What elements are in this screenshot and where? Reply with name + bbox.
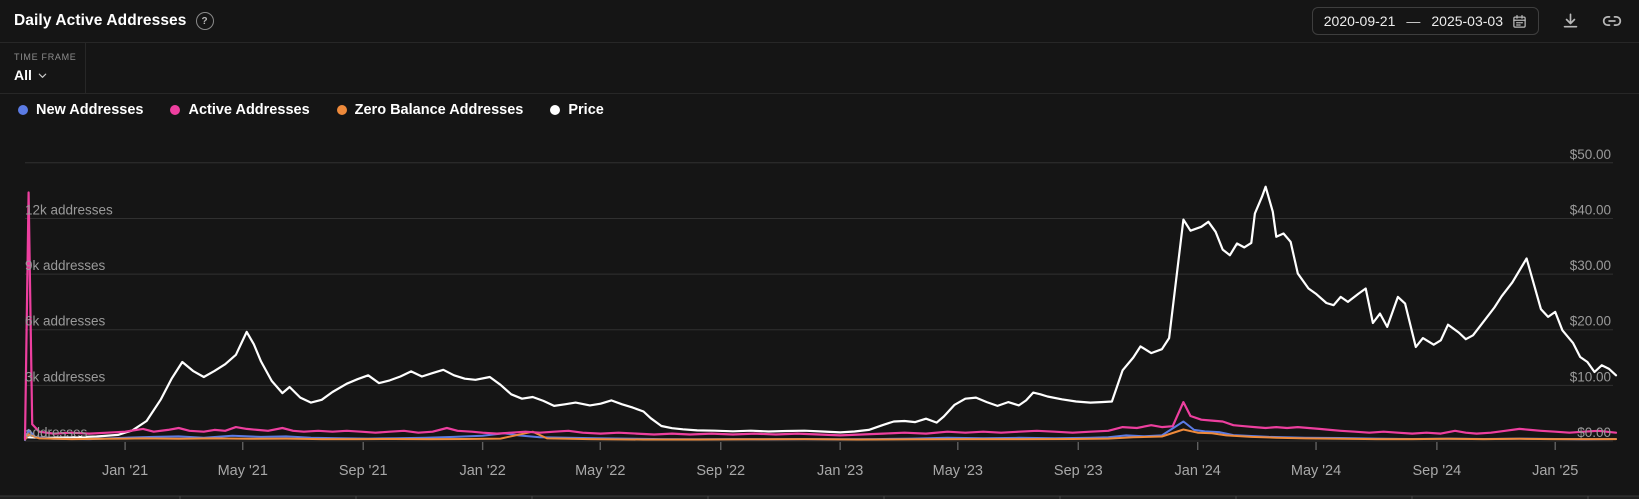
- legend-color-dot: [336, 104, 347, 115]
- x-axis-label: Sep '24: [1413, 463, 1462, 479]
- x-axis-label: Sep '21: [339, 463, 388, 479]
- left-axis-label: 3k addresses: [25, 369, 106, 384]
- legend-label: Zero Balance Addresses: [354, 101, 524, 118]
- link-icon[interactable]: [1601, 10, 1623, 32]
- legend-color-dot: [550, 104, 561, 115]
- legend-color-dot: [170, 104, 181, 115]
- time-frame-value: All: [14, 67, 32, 83]
- legend-item-zero-balance-addresses[interactable]: Zero Balance Addresses: [336, 101, 524, 118]
- legend-item-new-addresses[interactable]: New Addresses: [18, 102, 143, 118]
- legend-item-active-addresses[interactable]: Active Addresses: [170, 101, 310, 118]
- time-frame-label: TIME FRAME: [14, 52, 77, 62]
- legend-label: Active Addresses: [188, 101, 310, 118]
- right-axis-label: $10.00: [1570, 369, 1611, 384]
- legend-label: New Addresses: [36, 101, 144, 118]
- header: Daily Active Addresses ? 2020-09-21 — 20…: [0, 0, 1639, 43]
- x-axis-label: May '22: [575, 463, 625, 479]
- chart-legend: New Addresses Active Addresses Zero Balanc…: [0, 93, 1639, 126]
- date-range-start: 2020-09-21: [1323, 13, 1396, 29]
- x-axis-label: May '24: [1291, 463, 1341, 479]
- time-frame-select[interactable]: TIME FRAME All: [0, 43, 86, 93]
- legend-color-dot: [18, 104, 28, 115]
- right-axis-label: $50.00: [1570, 147, 1611, 162]
- left-axis-label: 6k addresses: [25, 314, 106, 329]
- chevron-down-icon: [37, 70, 48, 81]
- date-range-end: 2025-03-03: [1431, 13, 1503, 29]
- brush-strip[interactable]: [0, 496, 1639, 499]
- left-axis-label: 9k addresses: [25, 258, 106, 273]
- right-axis-label: $0.00: [1577, 425, 1611, 440]
- x-axis-label: Jan '24: [1175, 463, 1221, 479]
- active-addresses-line: [23, 191, 1618, 441]
- right-axis-label: $30.00: [1570, 258, 1611, 273]
- help-icon[interactable]: ?: [195, 12, 214, 30]
- header-controls: 2020-09-21 — 2025-03-03: [1311, 7, 1623, 35]
- zero-balance-addresses-line: [24, 428, 1617, 441]
- calendar-icon: [1512, 14, 1527, 29]
- x-axis-label: Sep '22: [696, 463, 745, 479]
- x-axis-label: May '23: [933, 463, 983, 479]
- download-button[interactable]: [1559, 10, 1581, 32]
- x-axis-label: Jan '25: [1532, 463, 1578, 479]
- x-axis-label: Jan '22: [459, 463, 505, 479]
- left-axis-label: 12k addresses: [25, 202, 113, 217]
- left-axis-label: addresses: [25, 425, 88, 440]
- page-title: Daily Active Addresses: [14, 12, 187, 29]
- right-axis-label: $20.00: [1570, 314, 1611, 329]
- x-axis-label: May '21: [218, 463, 268, 479]
- x-axis-label: Sep '23: [1054, 463, 1103, 479]
- x-axis-label: Jan '23: [817, 463, 863, 479]
- date-range-separator: —: [1406, 13, 1421, 29]
- price-line: [23, 185, 1618, 439]
- x-axis-label: Jan '21: [102, 463, 148, 479]
- date-range-picker[interactable]: 2020-09-21 — 2025-03-03: [1311, 7, 1539, 35]
- toolbar: TIME FRAME All: [0, 43, 1639, 94]
- legend-label: Price: [568, 101, 604, 118]
- legend-item-price[interactable]: Price: [550, 101, 604, 118]
- right-axis-label: $40.00: [1570, 202, 1611, 217]
